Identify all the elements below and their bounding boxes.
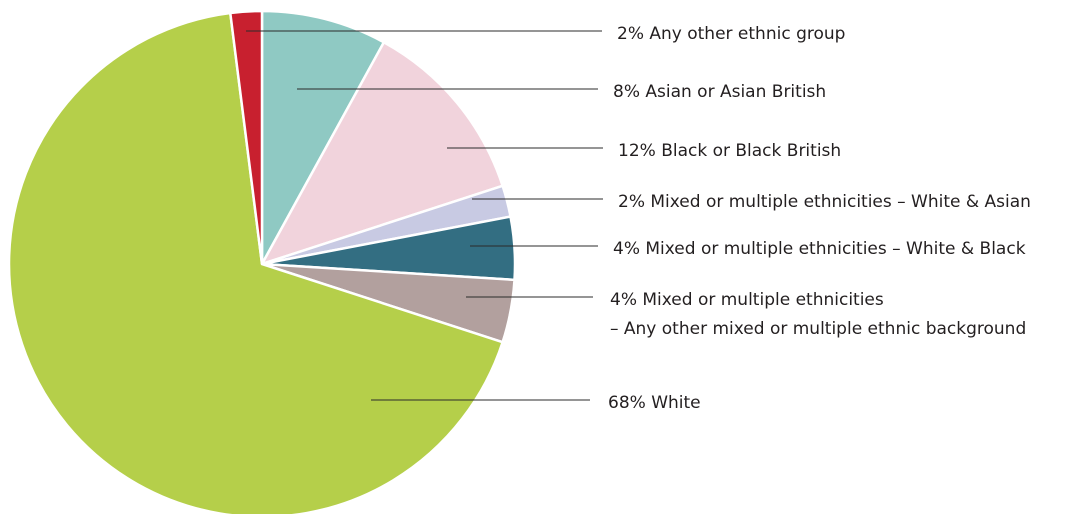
- slice-label-mixed-or-multiple-ethnicities-any-other-mixed-or-multiple-ethnic-background-line-2: – Any other mixed or multiple ethnic bac…: [610, 319, 1026, 339]
- slice-label-mixed-or-multiple-ethnicities-white-black: 4% Mixed or multiple ethnicities – White…: [613, 239, 1026, 259]
- slice-labels: 8% Asian or Asian British 12% Black or Bl…: [608, 24, 1031, 413]
- slice-label-white: 68% White: [608, 393, 701, 413]
- pie-slice-white: [7, 11, 504, 514]
- leader-lines: [246, 30, 603, 401]
- slice-label-black-or-black-british: 12% Black or Black British: [618, 141, 841, 161]
- pie-slice-black-or-black-british: [260, 41, 504, 266]
- pie-slice-any-other-ethnic-group: [229, 9, 264, 266]
- slice-label-mixed-or-multiple-ethnicities-white-asian: 2% Mixed or multiple ethnicities – White…: [618, 192, 1031, 212]
- slice-label-any-other-ethnic-group: 2% Any other ethnic group: [617, 24, 845, 44]
- slice-label-mixed-or-multiple-ethnicities-any-other-mixed-or-multiple-ethnic-background: 4% Mixed or multiple ethnicities: [610, 290, 884, 310]
- pie-slices: [7, 9, 517, 514]
- slice-label-asian-or-asian-british: 8% Asian or Asian British: [613, 82, 826, 102]
- pie-slice-asian-or-asian-british: [260, 9, 386, 266]
